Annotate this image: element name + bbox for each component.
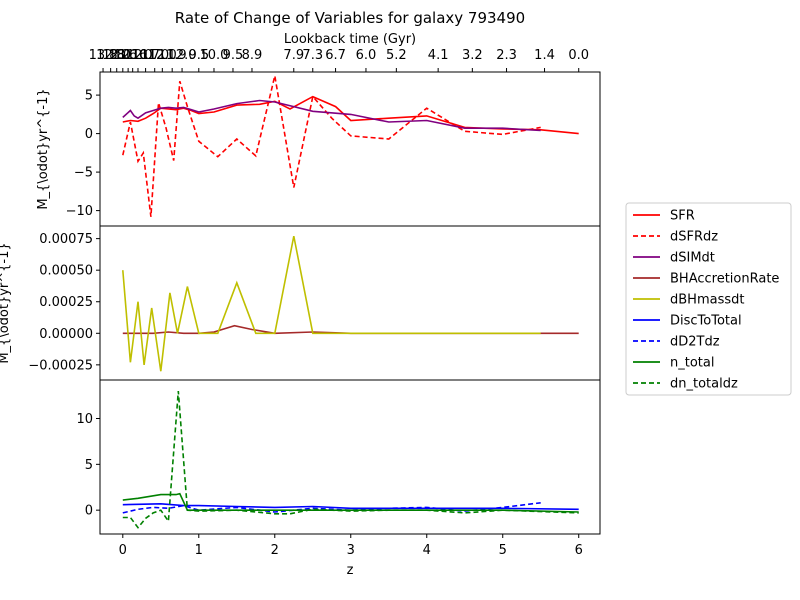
y-axis-label: M_{\odot}yr^{-1} (0, 242, 12, 363)
series-line-dsfrdz (122, 75, 541, 217)
y-tick-label: 0.00075 (39, 232, 93, 247)
x-tick-label: 4 (423, 543, 431, 558)
top-tick-label: 11.6 (118, 48, 147, 63)
top-axis-label: Lookback time (Gyr) (284, 32, 416, 47)
y-tick-label: 0 (85, 127, 93, 142)
y-tick-label: 10 (76, 412, 93, 427)
legend-item-n_total: n_total (633, 356, 714, 371)
top-tick-label: 3.2 (462, 48, 483, 63)
legend-box (625, 202, 792, 396)
legend-label: dn_totaldz (670, 377, 738, 392)
legend-item-disctototal: DiscToTotal (633, 314, 742, 329)
legend-label: SFR (670, 209, 695, 224)
series-line-dsimdt (122, 99, 541, 132)
top-tick-label: 11.0 (124, 48, 153, 63)
series-line-sfr (122, 95, 579, 135)
legend-label: dSFRdz (670, 230, 718, 245)
y-axis-label: M_{\odot}yr^{-1} (36, 88, 51, 209)
bottom-axis: 0 1 2 3 4 5 6 (119, 534, 583, 558)
x-tick-label: 1 (195, 543, 203, 558)
panel-frame (99, 379, 601, 535)
top-axis: 13.812.812.013.612.211.611.010.711.012.0… (89, 48, 589, 72)
panels: 50−5−10M_{\odot}yr^{-1}0.000750.000500.0… (0, 71, 601, 535)
y-tick-label: 5 (85, 89, 93, 104)
legend-item-dsfrdz: dSFRdz (633, 230, 718, 245)
panel-frame (99, 71, 601, 227)
y-tick-label: 5 (85, 458, 93, 473)
legend-item-dd2tdz: dD2Tdz (633, 335, 720, 350)
top-tick-label: 12.2 (114, 48, 143, 63)
legend-item-dn_totaldz: dn_totaldz (633, 377, 738, 392)
legend-label: dSIMdt (670, 251, 715, 266)
panel-2: 0.00075 0.00050 0.00025 0.00000 −0.00025 M_{\… (0, 225, 601, 381)
top-tick-label: 11.9 (158, 48, 187, 63)
legend-label: dBHmassdt (670, 293, 744, 308)
panel-1: 5 0 −5 −10 M_{\odot}yr^{-1} (36, 71, 601, 227)
x-tick-label: 5 (499, 543, 507, 558)
x-axis-label: z (347, 563, 354, 578)
x-tick-label: 6 (575, 543, 583, 558)
series-line-bhaccretionrate (122, 324, 579, 335)
y-tick-label: −0.00025 (28, 358, 93, 373)
legend-item-dsimdt: dSIMdt (633, 251, 715, 266)
legend-label: dD2Tdz (670, 335, 720, 350)
legend-label: DiscToTotal (670, 314, 742, 329)
top-tick-label: 13.6 (108, 48, 137, 63)
top-tick-label: 9.5 (188, 48, 209, 63)
top-tick-label: 8.9 (242, 48, 263, 63)
top-tick-label: 12.0 (102, 48, 131, 63)
panel-3: 10 5 0 (76, 379, 601, 535)
top-tick-label: 12.0 (168, 48, 197, 63)
top-tick-label: 7.9 (283, 48, 304, 63)
series-line-dn_totaldz (122, 390, 579, 529)
legend-label: n_total (670, 356, 714, 371)
top-tick-label: 10.0 (200, 48, 229, 63)
legend-label: BHAccretionRate (670, 272, 779, 287)
top-tick-label: 6.7 (325, 48, 346, 63)
top-tick-label: 1.4 (534, 48, 555, 63)
legend-item-bhaccretionrate: BHAccretionRate (633, 272, 779, 287)
top-tick-label: 2.3 (496, 48, 517, 63)
top-tick-label: 9.5 (223, 48, 244, 63)
series-line-dbhmassdt (122, 235, 541, 372)
top-tick-label: 0.0 (568, 48, 589, 63)
legend-item-dbhmassdt: dBHmassdt (633, 293, 744, 308)
y-tick-label: 0 (85, 504, 93, 519)
y-tick-label: −5 (74, 166, 93, 181)
y-tick-label: 0.00050 (39, 264, 93, 279)
y-tick-label: 0.00000 (39, 327, 93, 342)
top-tick-label: 12.0 (148, 48, 177, 63)
legend-item-sfr: SFR (633, 209, 695, 224)
series-line-disctototal (122, 502, 579, 511)
panel-frame (99, 225, 601, 381)
top-tick-label: 5.2 (386, 48, 407, 63)
chart-title: Rate of Change of Variables for galaxy 7… (175, 9, 525, 27)
top-tick-label: 13.8 (89, 48, 118, 63)
y-tick-label: 0.00025 (39, 295, 93, 310)
legend: SFR dSFRdz dSIMdt BHAccretionRate dBHmassdt D… (625, 202, 792, 396)
top-tick-label: 11.0 (140, 48, 169, 63)
y-tick-label: −10 (66, 204, 93, 219)
x-tick-label: 3 (347, 543, 355, 558)
x-tick-label: 0 (119, 543, 127, 558)
top-tick-label: 6.0 (356, 48, 377, 63)
top-tick-label: 12.8 (96, 48, 125, 63)
series-line-n_total (122, 492, 579, 513)
x-tick-label: 2 (271, 543, 279, 558)
top-tick-label: 7.3 (302, 48, 323, 63)
top-tick-label: 10.7 (131, 48, 160, 63)
top-tick-label: 4.1 (428, 48, 449, 63)
